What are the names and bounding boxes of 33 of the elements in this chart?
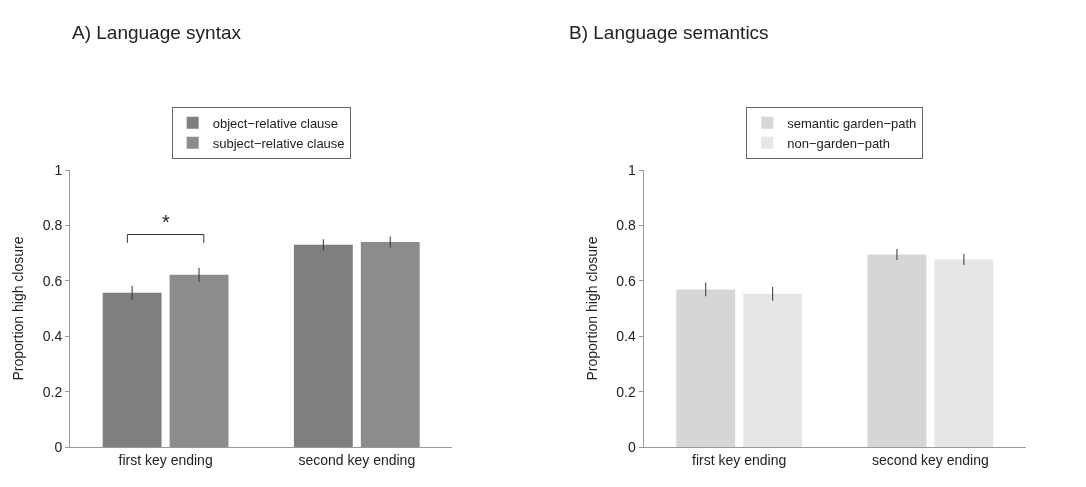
x-tick-label: second key ending <box>872 451 989 468</box>
legend-label: non−garden−path <box>787 135 890 151</box>
y-axis-title: Proportion high closure <box>10 236 27 381</box>
y-tick-label: 0 <box>54 438 63 455</box>
bar <box>102 292 162 447</box>
bar <box>676 289 736 447</box>
y-tick-label: 0.2 <box>42 383 63 400</box>
bar <box>743 293 803 447</box>
bar <box>360 242 420 447</box>
bar <box>293 244 353 447</box>
bar <box>867 254 927 447</box>
bar <box>169 274 229 447</box>
x-tick-label: first key ending <box>692 451 787 468</box>
y-tick-label: 0.8 <box>42 217 63 234</box>
y-tick-label: 0.6 <box>42 272 63 289</box>
chart-title: B) Language semantics <box>569 22 769 43</box>
legend-label: subject−relative clause <box>212 135 345 151</box>
bar <box>934 259 994 447</box>
y-tick-label: 0.6 <box>616 272 637 289</box>
y-tick-label: 1 <box>628 161 636 178</box>
y-axis-title: Proportion high closure <box>583 236 600 381</box>
y-tick-label: 0.4 <box>42 328 63 345</box>
legend-label: semantic garden−path <box>787 115 917 131</box>
y-tick-label: 0 <box>628 438 636 455</box>
chart-title: A) Language syntax <box>72 22 242 43</box>
legend-label: object−relative clause <box>212 115 339 131</box>
y-tick-label: 0.8 <box>616 217 637 234</box>
y-tick-label: 1 <box>54 161 63 178</box>
annotation: * <box>162 211 170 233</box>
x-tick-label: first key ending <box>118 451 213 468</box>
y-tick-label: 0.2 <box>616 383 637 400</box>
y-tick-label: 0.4 <box>616 328 637 345</box>
x-tick-label: second key ending <box>298 451 416 468</box>
